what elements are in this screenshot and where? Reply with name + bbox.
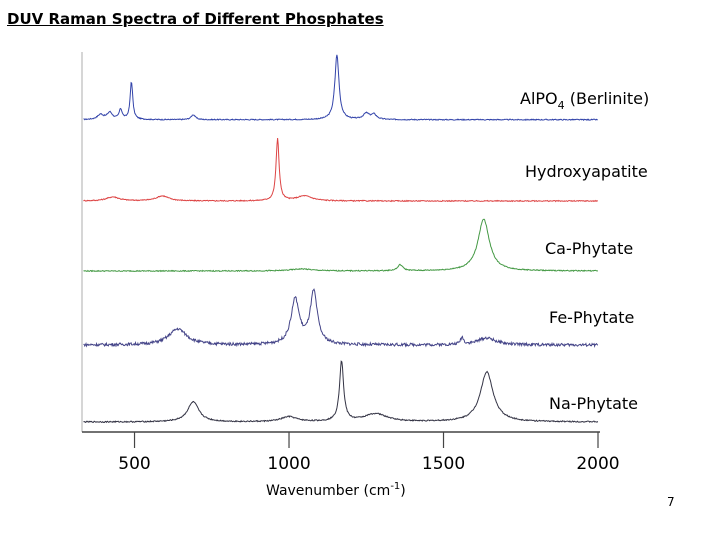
x-tick-label-1500: 1500: [422, 454, 465, 474]
slide-title: DUV Raman Spectra of Different Phosphate…: [7, 10, 384, 28]
spectrum-line-0: [83, 54, 598, 122]
spectrum-line-4: [83, 360, 599, 424]
x-tick-label-500: 500: [118, 454, 150, 474]
x-tick-label-2000: 2000: [576, 454, 619, 474]
page-number: 7: [667, 495, 675, 509]
spectrum-line-2: [83, 218, 599, 273]
x-axis-title: Wavenumber (cm-1): [266, 481, 406, 499]
spectra-layer: [83, 54, 599, 424]
series-label-1: Hydroxyapatite: [525, 162, 648, 181]
series-label-4: Na-Phytate: [549, 394, 638, 413]
spectrum-line-1: [83, 138, 599, 203]
tick-layer: 500 1000 1500 2000: [118, 432, 620, 474]
series-label-3: Fe-Phytate: [549, 308, 634, 327]
series-label-2: Ca-Phytate: [545, 239, 633, 258]
series-label-0: AlPO4 (Berlinite): [520, 89, 649, 112]
series-label-layer: AlPO4 (Berlinite) Hydroxyapatite Ca-Phytat…: [520, 89, 649, 413]
spectrum-line-3: [83, 288, 599, 349]
x-tick-label-1000: 1000: [267, 454, 310, 474]
